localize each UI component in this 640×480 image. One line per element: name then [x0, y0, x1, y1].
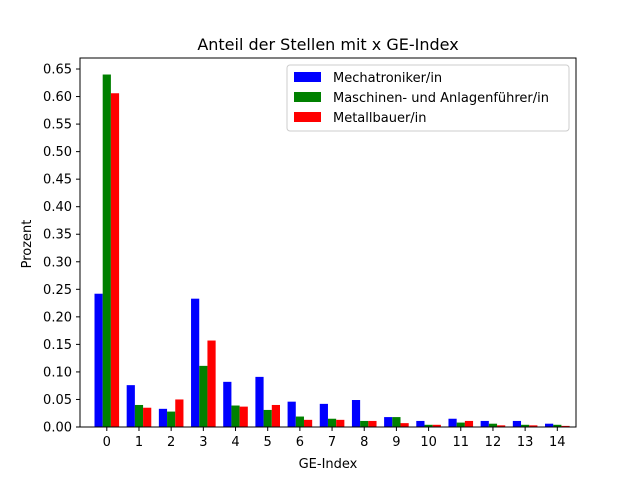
legend-box — [286, 64, 570, 132]
bar-1-4 — [231, 405, 240, 427]
y-axis: 0.00 0.05 0.10 0.15 0.20 0.25 0.30 0.35 0.40 0.45… — [43, 63, 80, 436]
x-tick-label: 8 — [360, 435, 368, 450]
bar-2-1 — [143, 407, 152, 427]
x-axis: 0 1 2 3 4 5 6 7 8 9 10 11 12 13 14 — [103, 427, 566, 450]
x-tick-label: 7 — [328, 435, 336, 450]
y-tick-label: 0.40 — [43, 200, 72, 215]
x-tick-label: 4 — [231, 435, 239, 450]
bar-2-8 — [368, 420, 377, 427]
bar-2-10 — [432, 424, 441, 427]
bar-0-13 — [512, 420, 522, 427]
bar-1-1 — [134, 404, 144, 427]
y-tick-label: 0.50 — [43, 145, 72, 160]
bar-1-2 — [167, 411, 176, 427]
bar-1-8 — [360, 420, 369, 427]
y-tick-label: 0.55 — [43, 118, 72, 133]
y-tick-label: 0.05 — [43, 393, 72, 408]
bar-2-12 — [497, 425, 506, 427]
legend-swatch-1 — [294, 92, 321, 102]
bar-1-12 — [488, 423, 498, 427]
y-tick-label: 0.60 — [43, 90, 72, 105]
bar-1-9 — [392, 417, 401, 427]
bar-0-11 — [448, 418, 457, 427]
y-tick-label: 0.00 — [43, 421, 72, 436]
bar-2-11 — [464, 420, 474, 427]
bar-0-10 — [416, 420, 425, 427]
x-tick-label: 11 — [452, 435, 469, 450]
y-tick-label: 0.10 — [43, 365, 72, 380]
y-tick-label: 0.30 — [43, 255, 72, 270]
x-tick-label: 0 — [103, 435, 111, 450]
bar-2-9 — [400, 423, 409, 427]
x-tick-label: 9 — [392, 435, 400, 450]
bar-0-14 — [545, 423, 554, 427]
bar-0-6 — [287, 401, 296, 427]
bar-1-3 — [199, 365, 208, 427]
y-tick-label: 0.15 — [43, 338, 72, 353]
chart-title: Anteil der Stellen mit x GE-Index — [197, 35, 458, 54]
bar-2-6 — [303, 419, 313, 427]
x-tick-label: 2 — [167, 435, 175, 450]
bar-0-1 — [126, 385, 135, 427]
bar-0-5 — [255, 376, 264, 427]
bar-0-7 — [319, 403, 328, 427]
bar-2-14 — [561, 425, 570, 427]
bar-2-7 — [336, 419, 345, 427]
bar-2-5 — [271, 404, 280, 427]
bar-1-11 — [456, 422, 465, 427]
bar-2-4 — [239, 406, 248, 427]
bar-0-4 — [223, 381, 232, 427]
x-tick-label: 3 — [199, 435, 207, 450]
y-tick-label: 0.45 — [43, 173, 72, 188]
y-axis-label: Prozent — [20, 220, 35, 269]
y-tick-label: 0.25 — [43, 283, 72, 298]
bar-2-0 — [110, 93, 120, 427]
x-tick-label: 13 — [517, 435, 534, 450]
bar-1-0 — [102, 74, 111, 428]
legend-label-0: Mechatroniker/in — [333, 71, 442, 86]
bar-1-13 — [521, 424, 530, 427]
y-tick-label: 0.35 — [43, 228, 72, 243]
bar-2-3 — [207, 340, 216, 427]
y-tick-label: 0.65 — [43, 63, 72, 78]
bar-2-13 — [529, 425, 538, 427]
x-tick-label: 5 — [264, 435, 272, 450]
x-tick-label: 14 — [549, 435, 566, 450]
bar-0-8 — [351, 400, 361, 427]
bar-1-5 — [263, 409, 272, 427]
plot-area — [79, 57, 577, 428]
x-tick-label: 6 — [296, 435, 304, 450]
bar-0-0 — [94, 293, 103, 427]
legend: Mechatroniker/in Maschinen- und Anlagenfü… — [286, 64, 570, 132]
bar-0-9 — [384, 417, 393, 427]
x-tick-label: 1 — [135, 435, 143, 450]
x-tick-label: 10 — [420, 435, 437, 450]
x-tick-label: 12 — [485, 435, 502, 450]
y-tick-label: 0.20 — [43, 310, 72, 325]
bar-1-10 — [424, 424, 433, 427]
bar-1-6 — [295, 416, 304, 427]
bar-0-3 — [191, 298, 200, 427]
bar-0-2 — [158, 408, 168, 427]
legend-swatch-0 — [294, 72, 321, 82]
plot-frame — [79, 57, 577, 428]
bar-2-2 — [175, 399, 184, 427]
bar-1-7 — [327, 418, 337, 427]
legend-label-2: Metallbauer/in — [333, 111, 427, 126]
legend-swatch-2 — [294, 112, 321, 122]
legend-label-1: Maschinen- und Anlagenführer/in — [333, 91, 549, 106]
bar-0-12 — [480, 420, 489, 427]
x-axis-label: GE-Index — [299, 457, 358, 472]
bar-1-14 — [553, 424, 562, 427]
